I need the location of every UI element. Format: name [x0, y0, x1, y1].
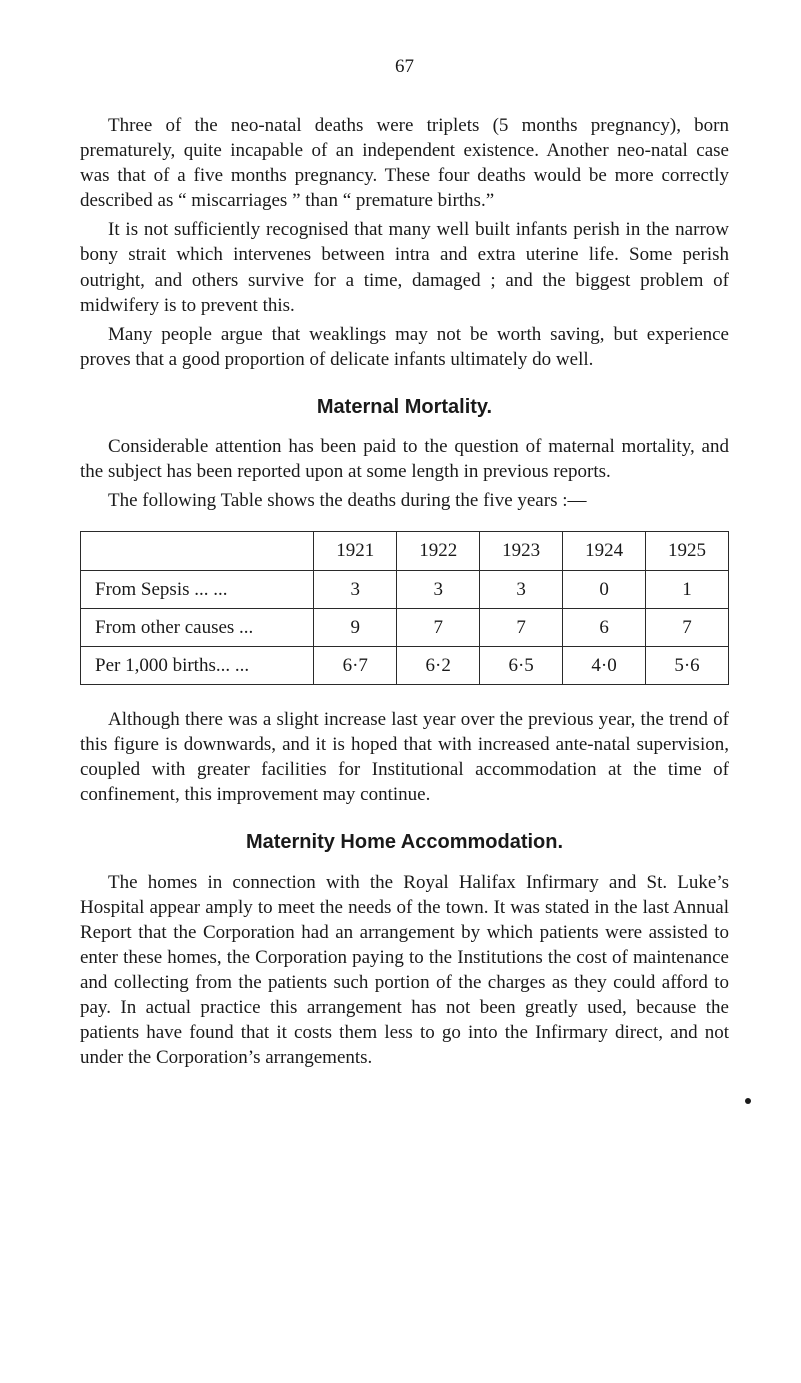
table-cell: 6 — [563, 608, 646, 646]
table-cell: 7 — [397, 608, 480, 646]
paragraph: The following Table shows the deaths dur… — [80, 488, 729, 513]
table-cell: 9 — [314, 608, 397, 646]
table-header-cell: 1921 — [314, 532, 397, 570]
table-cell: 3 — [314, 570, 397, 608]
paragraph: Considerable attention has been paid to … — [80, 434, 729, 484]
table-cell: 7 — [646, 608, 729, 646]
table-cell: 7 — [480, 608, 563, 646]
table-cell: 3 — [397, 570, 480, 608]
table-header-cell: 1924 — [563, 532, 646, 570]
section-heading-maternity-home: Maternity Home Accommodation. — [80, 829, 729, 855]
table-cell-label: From other causes ... — [81, 608, 314, 646]
table-cell: 6·2 — [397, 646, 480, 684]
table-header-cell: 1923 — [480, 532, 563, 570]
table-cell-label: From Sepsis ... ... — [81, 570, 314, 608]
table-cell: 3 — [480, 570, 563, 608]
table-row: From other causes ... 9 7 7 6 7 — [81, 608, 729, 646]
mortality-table: 1921 1922 1923 1924 1925 From Sepsis ...… — [80, 531, 729, 684]
table-cell-label: Per 1,000 births... ... — [81, 646, 314, 684]
paragraph: Although there was a slight increase las… — [80, 707, 729, 807]
table-cell: 5·6 — [646, 646, 729, 684]
table-header-cell — [81, 532, 314, 570]
section-heading-maternal-mortality: Maternal Mortality. — [80, 394, 729, 420]
table-cell: 0 — [563, 570, 646, 608]
table-header-cell: 1922 — [397, 532, 480, 570]
table-cell: 4·0 — [563, 646, 646, 684]
document-page: 67 Three of the neo-natal deaths were tr… — [0, 0, 801, 1383]
page-number: 67 — [80, 54, 729, 79]
paragraph: Many people argue that weaklings may not… — [80, 322, 729, 372]
table-cell: 6·5 — [480, 646, 563, 684]
table-row: From Sepsis ... ... 3 3 3 0 1 — [81, 570, 729, 608]
table-cell: 1 — [646, 570, 729, 608]
table-header-row: 1921 1922 1923 1924 1925 — [81, 532, 729, 570]
paragraph: It is not sufficiently recognised that m… — [80, 217, 729, 317]
paragraph: The homes in connection with the Royal H… — [80, 870, 729, 1071]
table-cell: 6·7 — [314, 646, 397, 684]
table-row: Per 1,000 births... ... 6·7 6·2 6·5 4·0 … — [81, 646, 729, 684]
table-header-cell: 1925 — [646, 532, 729, 570]
paragraph: Three of the neo-natal deaths were tripl… — [80, 113, 729, 213]
margin-dot — [745, 1098, 751, 1104]
